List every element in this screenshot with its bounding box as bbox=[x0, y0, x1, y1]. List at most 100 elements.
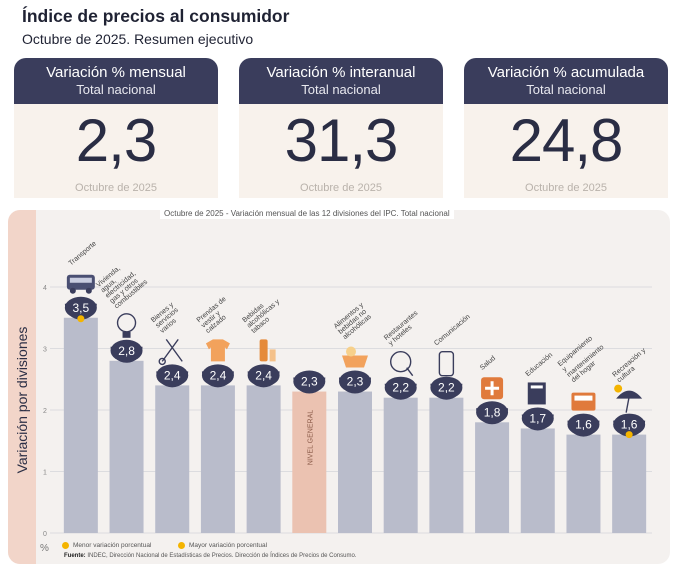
y-tick-label: 2 bbox=[43, 408, 47, 415]
value-bubble bbox=[64, 296, 97, 319]
y-axis-unit: % bbox=[40, 543, 49, 554]
legend-min-label: Menor variación porcentual bbox=[73, 542, 152, 549]
value-bubble bbox=[567, 413, 600, 436]
bottle-body bbox=[259, 339, 268, 362]
data-label: 2,3 bbox=[301, 375, 318, 389]
bar-group: 2,4 Prendas devestir ycalzado bbox=[196, 296, 237, 533]
card-value: 24,8 bbox=[509, 107, 624, 174]
appliance-panel bbox=[574, 395, 593, 401]
basket-shape bbox=[342, 355, 368, 368]
bar-group: 2,2 Comunicación bbox=[429, 313, 472, 533]
data-label: 1,7 bbox=[529, 411, 546, 425]
glass-shape bbox=[269, 349, 276, 362]
card-subtitle: Total nacional bbox=[76, 82, 156, 97]
bus-wheel bbox=[85, 287, 92, 294]
card-yearly: Variación % interanual Total nacional 31… bbox=[239, 58, 443, 198]
value-bubble bbox=[384, 376, 417, 399]
card-title: Variación % mensual bbox=[46, 64, 186, 81]
category-label: Bebidasalcohólicas ytabaco bbox=[241, 293, 286, 335]
data-label: 1,6 bbox=[575, 418, 592, 432]
source-note: Fuente: INDEC, Dirección Nacional de Est… bbox=[64, 553, 356, 559]
legend-min-dot bbox=[62, 542, 69, 549]
data-label: 2,4 bbox=[164, 368, 181, 382]
card-accumulated: Variación % acumulada Total nacional 24,… bbox=[464, 58, 668, 198]
bar bbox=[612, 434, 647, 533]
bar bbox=[200, 385, 235, 533]
scissor-blades bbox=[161, 338, 183, 362]
bus-wheel bbox=[69, 287, 76, 294]
legend-min: Menor variación porcentual bbox=[62, 542, 151, 549]
data-label: 2,3 bbox=[347, 375, 364, 389]
card-date: Octubre de 2025 bbox=[75, 182, 157, 194]
bar-group: 2,8 Vivienda,agua,electricidad,gas y otro… bbox=[95, 265, 150, 533]
bar-general bbox=[292, 391, 327, 533]
bar-group: 2,2 Restaurantesy hoteles bbox=[383, 309, 420, 533]
category-label: Salud bbox=[479, 355, 497, 372]
card-header: Variación % interanual Total nacional bbox=[239, 58, 443, 104]
book-label bbox=[530, 385, 543, 389]
shirt-shape bbox=[205, 339, 230, 362]
bar-group: 1,6 Equipamientoymantenimientodel hogar bbox=[557, 333, 610, 533]
value-bubble bbox=[476, 401, 509, 424]
bar-group: 1,7 Educación bbox=[520, 352, 555, 533]
bread-shape bbox=[346, 346, 356, 357]
bar-group: 2,4 Bebidasalcohólicas ytabaco bbox=[241, 293, 286, 533]
source-label: Fuente: bbox=[64, 553, 86, 559]
value-bubble bbox=[110, 339, 143, 362]
y-tick-label: 4 bbox=[43, 285, 47, 292]
value-bubble bbox=[201, 364, 234, 387]
umbrella-pole bbox=[625, 396, 630, 413]
bar bbox=[109, 360, 144, 533]
data-label: 3,5 bbox=[73, 301, 90, 315]
category-label: Bienes yserviciosvarios bbox=[150, 301, 185, 335]
value-bubble bbox=[293, 370, 326, 393]
card-title: Variación % acumulada bbox=[487, 64, 645, 81]
bar-group: 2,3 Alimentos ybebidas noalcohólicas bbox=[333, 301, 373, 533]
card-body: 24,8 Octubre de 2025 bbox=[464, 104, 668, 198]
card-date: Octubre de 2025 bbox=[300, 182, 382, 194]
scissor-ring bbox=[158, 357, 166, 366]
bar bbox=[155, 385, 190, 533]
category-label: Equipamientoymantenimientodel hogar bbox=[557, 333, 610, 384]
category-label: Prendas devestir ycalzado bbox=[196, 296, 237, 335]
category-label: Recreación ycultura bbox=[611, 347, 652, 384]
bar bbox=[383, 397, 418, 533]
y-tick-label: 3 bbox=[43, 347, 47, 354]
appliance-shape bbox=[571, 392, 596, 411]
bar bbox=[429, 397, 464, 533]
bar-group: 1,6 Recreación ycultura bbox=[611, 347, 652, 533]
chart-title: Octubre de 2025 - Variación mensual de l… bbox=[160, 208, 454, 219]
category-label: Comunicación bbox=[433, 313, 472, 347]
card-subtitle: Total nacional bbox=[301, 82, 381, 97]
bulb-glass bbox=[116, 313, 137, 333]
bar bbox=[475, 422, 510, 533]
extreme-marker bbox=[625, 431, 633, 439]
card-header: Variación % acumulada Total nacional bbox=[464, 58, 668, 104]
bus-window bbox=[69, 277, 92, 283]
category-label: Transporte bbox=[68, 240, 98, 267]
bar-group: 3,5 Transporte bbox=[63, 240, 98, 533]
source-text: INDEC, Dirección Nacional de Estadística… bbox=[87, 553, 357, 559]
bar-group: 2,4 Bienes yserviciosvarios bbox=[150, 301, 190, 533]
data-label: 1,6 bbox=[621, 418, 638, 432]
card-value: 2,3 bbox=[75, 107, 157, 174]
data-label: 2,4 bbox=[210, 368, 227, 382]
card-body: 2,3 Octubre de 2025 bbox=[14, 104, 218, 198]
card-body: 31,3 Octubre de 2025 bbox=[239, 104, 443, 198]
data-label: 2,4 bbox=[255, 368, 272, 382]
umbrella-top bbox=[616, 390, 643, 399]
chart-side-band bbox=[8, 210, 36, 564]
card-header: Variación % mensual Total nacional bbox=[14, 58, 218, 104]
value-bubble bbox=[247, 364, 280, 387]
extreme-marker bbox=[77, 315, 85, 323]
page-title: Índice de precios al consumidor bbox=[22, 6, 290, 26]
value-bubble bbox=[613, 413, 646, 436]
bar bbox=[338, 391, 372, 533]
bar bbox=[520, 428, 555, 533]
category-label-line: Transporte bbox=[68, 240, 98, 267]
legend-max: Mayor variación porcentual bbox=[178, 542, 267, 549]
plate-shape bbox=[389, 351, 412, 373]
y-tick-label: 1 bbox=[43, 470, 47, 477]
category-label-line: Educación bbox=[525, 352, 555, 378]
